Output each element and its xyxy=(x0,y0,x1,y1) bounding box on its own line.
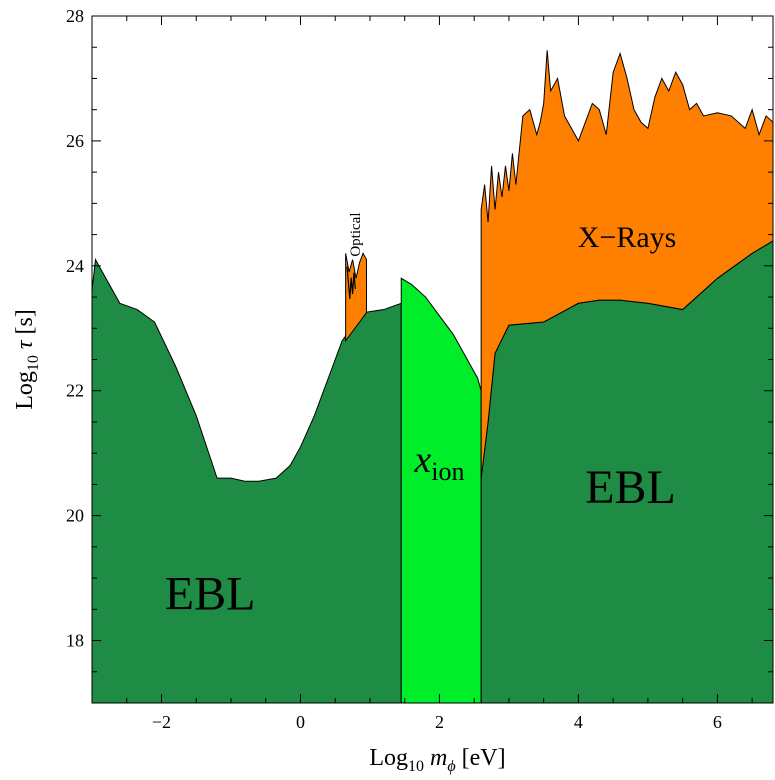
region-ebl-0 xyxy=(91,257,402,704)
y-tick-label: 28 xyxy=(66,6,84,26)
region-label-xion: xion xyxy=(413,439,464,486)
x-tick-label: 0 xyxy=(296,712,305,732)
y-tick-label: 18 xyxy=(66,631,84,651)
x-tick-label: 2 xyxy=(435,712,444,732)
x-axis-title: Log10 mϕ [eV] xyxy=(369,745,505,775)
region-labels: EBL xion EBL X−Rays Optical xyxy=(165,213,677,621)
axis-titles: Log10 mϕ [eV] Log10 τ [s] xyxy=(12,309,506,775)
region-label-ebl: EBL xyxy=(165,567,256,620)
region-label-x-rays: X−Rays xyxy=(578,221,677,254)
region-x-ion-1 xyxy=(400,277,482,704)
y-axis-title: Log10 τ [s] xyxy=(12,309,42,410)
y-tick-label: 26 xyxy=(66,131,84,151)
region-label-optical: Optical xyxy=(348,213,364,257)
region-fills xyxy=(91,50,774,704)
region-x-rays-3 xyxy=(480,50,774,479)
optical-detail xyxy=(346,266,356,299)
region-optical-4 xyxy=(345,252,367,343)
y-tick-label: 20 xyxy=(66,506,84,526)
y-tick-label: 24 xyxy=(66,256,84,276)
x-tick-label: 4 xyxy=(574,712,583,732)
x-tick-label: 6 xyxy=(713,712,722,732)
y-tick-label: 22 xyxy=(66,381,84,401)
region-label-ebl: EBL xyxy=(585,461,676,514)
x-tick-label: −2 xyxy=(152,712,171,732)
